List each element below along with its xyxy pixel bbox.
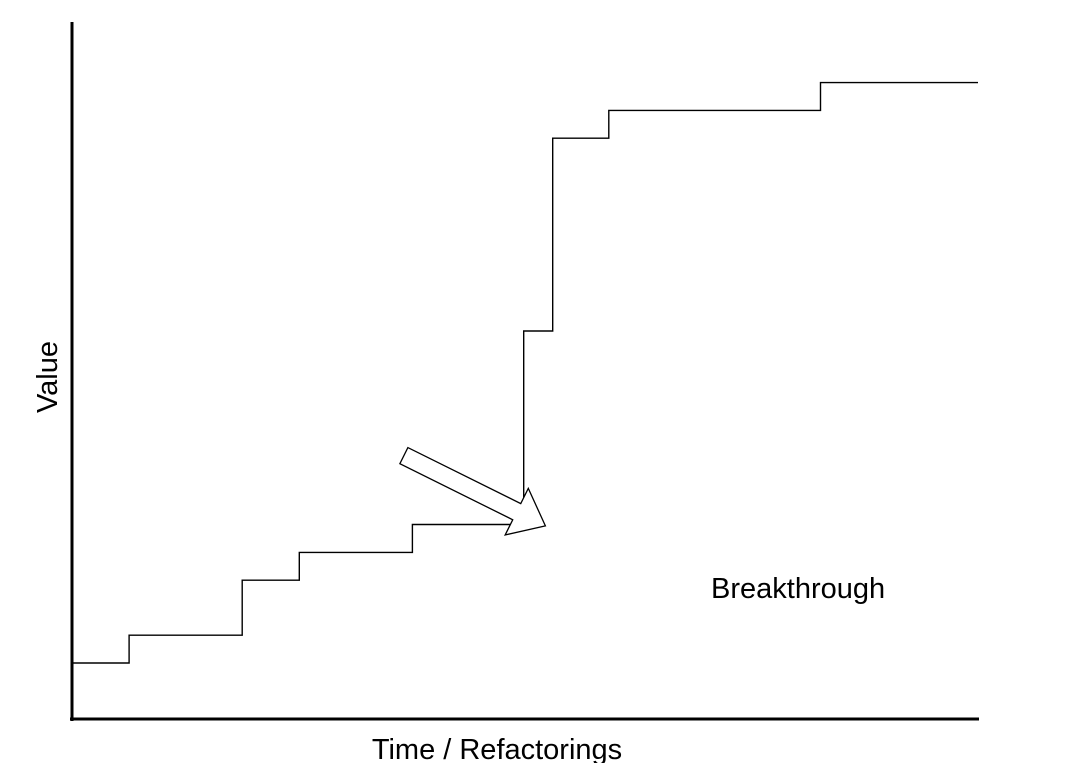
annotation-label: Breakthrough bbox=[711, 573, 885, 605]
series-line-1 bbox=[73, 81, 978, 664]
x-axis-title: Time / Refactorings bbox=[372, 734, 622, 763]
series-layer bbox=[73, 81, 978, 664]
arrow-shape bbox=[399, 446, 547, 536]
breakthrough-arrow-icon bbox=[399, 446, 547, 536]
y-axis-title: Value bbox=[32, 341, 64, 413]
annotation-layer: Breakthrough bbox=[399, 446, 885, 605]
